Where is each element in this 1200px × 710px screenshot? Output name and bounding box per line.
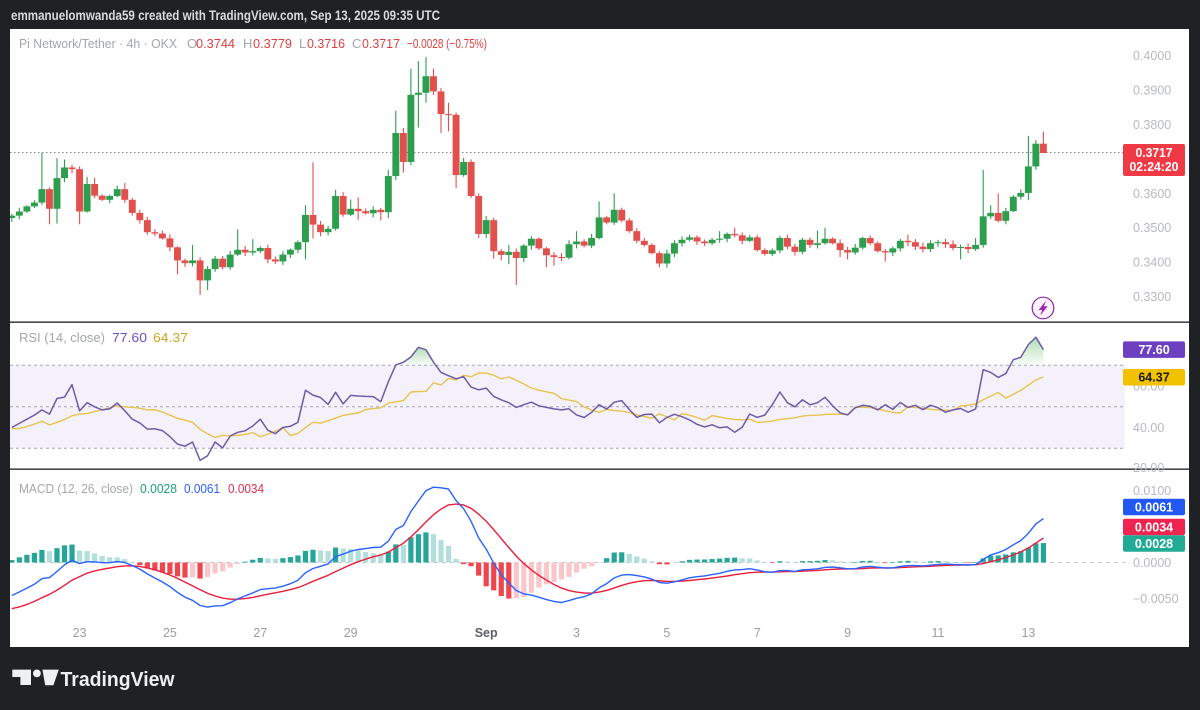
svg-text:0.0028: 0.0028	[140, 481, 177, 496]
svg-text:Sep: Sep	[475, 626, 498, 640]
svg-text:0.0034: 0.0034	[228, 481, 264, 496]
svg-text:0.3500: 0.3500	[1133, 221, 1171, 235]
svg-text:0.0061: 0.0061	[184, 481, 220, 496]
svg-text:77.60: 77.60	[112, 330, 147, 345]
svg-text:0.3300: 0.3300	[1133, 290, 1171, 304]
svg-text:−0.0050: −0.0050	[1133, 592, 1179, 606]
svg-text:0.0061: 0.0061	[1135, 501, 1173, 515]
svg-text:0.0034: 0.0034	[1135, 521, 1173, 535]
svg-text:25: 25	[163, 626, 177, 640]
svg-text:0.3900: 0.3900	[1133, 84, 1171, 98]
svg-text:0.3717: 0.3717	[362, 36, 400, 51]
svg-text:20.00: 20.00	[1133, 461, 1164, 475]
svg-text:27: 27	[253, 626, 267, 640]
svg-text:9: 9	[844, 626, 851, 640]
svg-text:0.3717: 0.3717	[1136, 146, 1173, 160]
svg-text:7: 7	[754, 626, 761, 640]
svg-text:C: C	[352, 36, 361, 51]
svg-text:0.3800: 0.3800	[1133, 118, 1171, 132]
svg-text:3: 3	[573, 626, 580, 640]
svg-text:64.37: 64.37	[153, 330, 188, 345]
svg-text:H: H	[243, 36, 252, 51]
svg-text:0.4000: 0.4000	[1133, 49, 1171, 63]
svg-text:64.37: 64.37	[1138, 371, 1169, 385]
svg-text:0.3779: 0.3779	[253, 36, 292, 51]
svg-text:RSI (14, close): RSI (14, close)	[19, 330, 105, 345]
svg-text:29: 29	[344, 626, 358, 640]
svg-text:−0.0028 (−0.75%): −0.0028 (−0.75%)	[407, 36, 487, 51]
svg-text:MACD (12, 26, close): MACD (12, 26, close)	[19, 481, 133, 496]
svg-text:0.3744: 0.3744	[196, 36, 235, 51]
svg-text:0.0028: 0.0028	[1135, 537, 1173, 551]
svg-text:O: O	[187, 36, 197, 51]
svg-text:11: 11	[932, 626, 945, 640]
svg-text:23: 23	[73, 626, 87, 640]
svg-text:0.3600: 0.3600	[1133, 187, 1171, 201]
svg-text:TradingView: TradingView	[61, 668, 175, 691]
svg-text:40.00: 40.00	[1133, 421, 1164, 435]
svg-text:Pi Network/Tether · 4h · OKX: Pi Network/Tether · 4h · OKX	[19, 36, 177, 51]
svg-text:5: 5	[663, 626, 670, 640]
svg-text:0.3400: 0.3400	[1133, 256, 1171, 270]
svg-text:0.0100: 0.0100	[1133, 484, 1171, 498]
svg-text:0.3716: 0.3716	[307, 36, 345, 51]
svg-text:13: 13	[1021, 626, 1035, 640]
svg-text:L: L	[299, 36, 306, 51]
svg-text:77.60: 77.60	[1138, 343, 1169, 357]
svg-text:02:24:20: 02:24:20	[1130, 160, 1179, 174]
svg-text:emmanuelomwanda59 created with: emmanuelomwanda59 created with TradingVi…	[11, 8, 440, 23]
svg-text:0.0000: 0.0000	[1133, 556, 1171, 570]
